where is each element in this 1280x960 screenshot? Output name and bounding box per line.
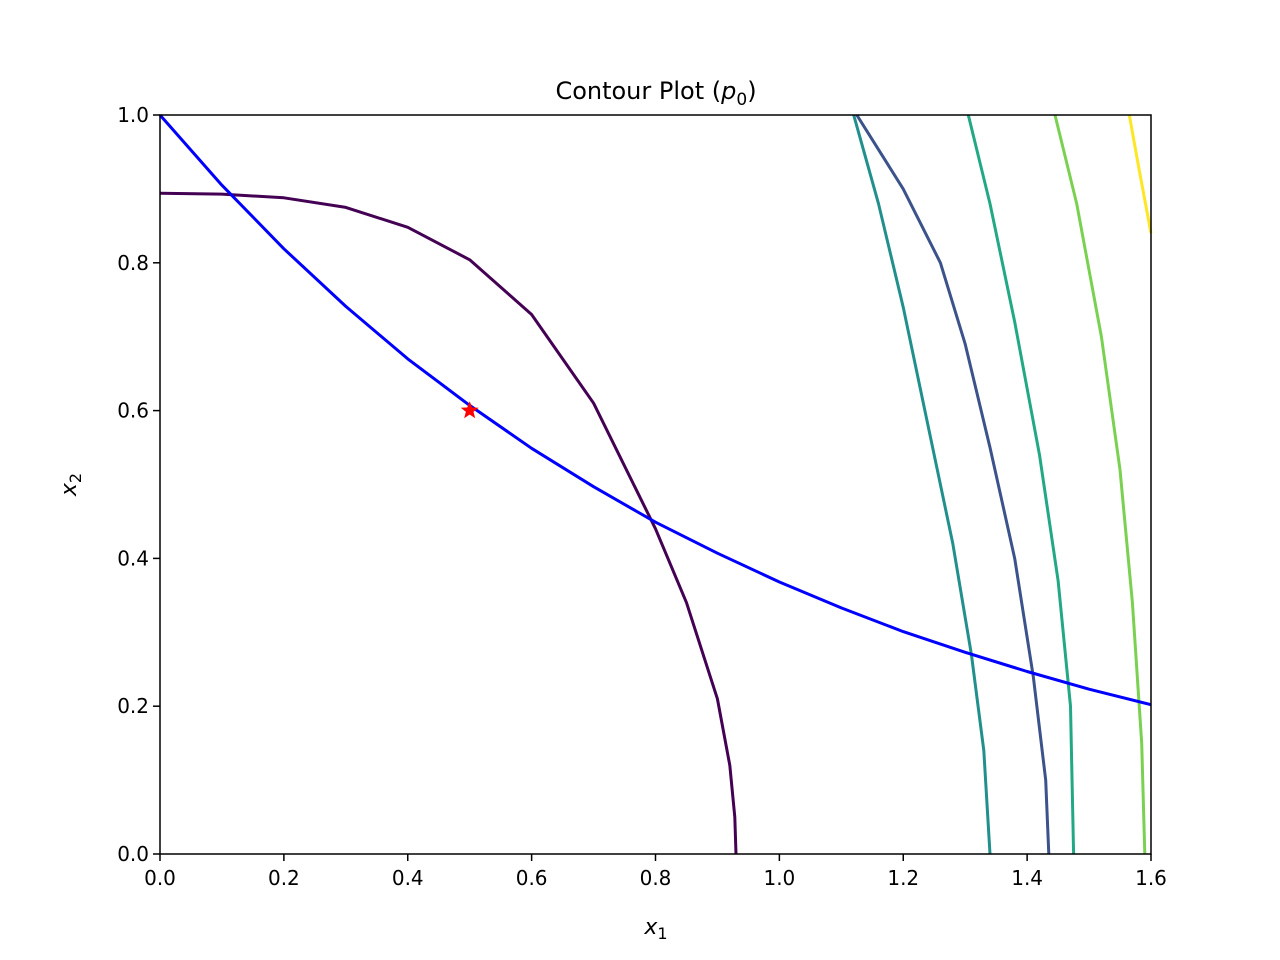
y-tick-label: 1.0 bbox=[117, 103, 149, 127]
chart-title-suffix: ) bbox=[747, 77, 756, 105]
y-tick-label: 0.6 bbox=[117, 399, 149, 423]
series-lines bbox=[158, 114, 1152, 707]
chart-title-prefix: Contour Plot ( bbox=[555, 77, 721, 105]
contour-line bbox=[1127, 114, 1153, 234]
x-tick-label: 0.6 bbox=[516, 866, 548, 890]
x-tick-label: 1.0 bbox=[763, 866, 795, 890]
y-tick-label: 0.4 bbox=[117, 546, 149, 570]
series-line bbox=[158, 114, 1152, 707]
x-tick-label: 1.4 bbox=[1011, 866, 1043, 890]
plot-area bbox=[158, 114, 1153, 855]
contour-line bbox=[966, 114, 1076, 855]
y-axis-title-symbol: x bbox=[57, 482, 82, 497]
x-axis-ticks: 0.0 0.2 0.4 0.6 0.8 1.0 1.2 1.4 1.6 bbox=[144, 854, 1167, 890]
y-tick-label: 0.8 bbox=[117, 251, 149, 275]
contour-line bbox=[1053, 114, 1147, 855]
x-tick-label: 1.2 bbox=[887, 866, 919, 890]
chart-title: Contour Plot (p0) bbox=[555, 77, 756, 110]
y-tick-label: 0.2 bbox=[117, 694, 149, 718]
y-axis-title-subscript: 2 bbox=[66, 473, 85, 483]
chart-title-subscript: 0 bbox=[736, 90, 747, 110]
x-tick-label: 0.0 bbox=[144, 866, 176, 890]
y-tick-label: 0.0 bbox=[117, 842, 149, 866]
optimum-marker bbox=[460, 401, 479, 419]
contour-lines bbox=[159, 114, 1153, 855]
x-axis-title-symbol: x bbox=[643, 915, 658, 940]
x-axis-title-subscript: 1 bbox=[657, 924, 667, 943]
markers bbox=[460, 401, 479, 419]
y-axis-ticks: 0.0 0.2 0.4 0.6 0.8 1.0 bbox=[117, 103, 160, 866]
x-tick-label: 0.8 bbox=[640, 866, 672, 890]
y-axis-title: x2 bbox=[57, 473, 85, 497]
x-axis-title: x1 bbox=[643, 915, 667, 943]
x-tick-label: 1.6 bbox=[1135, 866, 1167, 890]
x-tick-label: 0.4 bbox=[392, 866, 424, 890]
contour-line bbox=[852, 114, 992, 855]
contour-line bbox=[855, 114, 1051, 855]
x-tick-label: 0.2 bbox=[268, 866, 300, 890]
contour-line bbox=[159, 191, 738, 855]
chart-title-symbol: p bbox=[720, 77, 736, 105]
